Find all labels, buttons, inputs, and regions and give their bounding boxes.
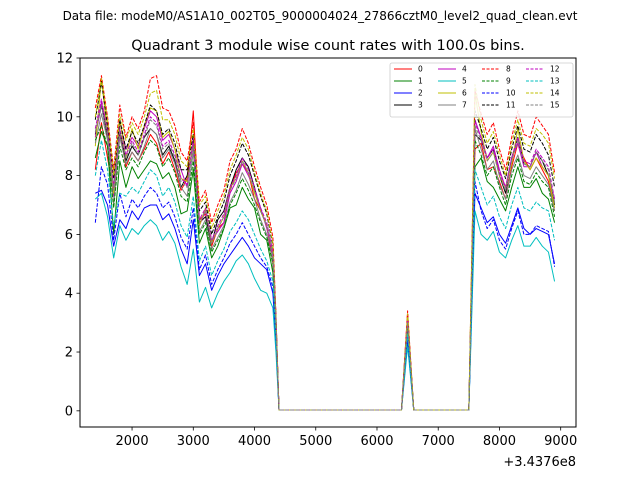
x-tick-label: 3000	[177, 434, 210, 449]
legend-label-2: 2	[418, 89, 423, 98]
y-axis: 0 2 4 6 8 10 12	[56, 52, 80, 419]
x-tick-label: 7000	[422, 434, 455, 449]
legend-label-10: 10	[506, 89, 516, 98]
legend-label-5: 5	[462, 77, 467, 86]
x-tick-label: 9000	[544, 434, 577, 449]
plot-frame	[79, 57, 577, 428]
y-tick-label: 12	[56, 52, 73, 67]
x-tick-label: 8000	[483, 434, 516, 449]
x-tick-label: 2000	[116, 434, 149, 449]
legend-label-7: 7	[462, 101, 467, 110]
y-tick-label: 8	[65, 169, 73, 184]
legend-label-12: 12	[550, 65, 560, 74]
figure-suptitle: Data file: modeM0/AS1A10_002T05_90000040…	[63, 9, 578, 23]
legend-label-6: 6	[462, 89, 467, 98]
legend-box	[389, 62, 574, 118]
y-tick-label: 4	[65, 287, 73, 302]
chart-title: Quadrant 3 module wise count rates with …	[131, 38, 525, 54]
plot-area: 2000 3000 4000 5000 6000 7000 8000 9000 0246810…	[56, 52, 577, 471]
x-offset-label: +3.4376e8	[503, 455, 576, 470]
legend-label-9: 9	[506, 77, 511, 86]
y-tick-label: 2	[65, 346, 73, 361]
legend-label-14: 14	[550, 89, 560, 98]
x-tick-label: 5000	[299, 434, 332, 449]
legend-label-4: 4	[462, 65, 467, 74]
legend-label-3: 3	[418, 101, 423, 110]
legend-label-8: 8	[506, 65, 511, 74]
legend-label-0: 0	[418, 65, 423, 74]
series-line-9	[94, 125, 556, 411]
x-axis: 2000 3000 4000 5000 6000 7000 8000 9000	[116, 427, 577, 449]
x-tick-label: 6000	[360, 434, 393, 449]
legend-label-1: 1	[418, 77, 423, 86]
y-tick-label: 6	[65, 228, 73, 243]
y-tick-label: 10	[56, 110, 73, 125]
series-line-15	[94, 104, 556, 411]
legend-label-15: 15	[550, 101, 560, 110]
legend-label-11: 11	[506, 101, 516, 110]
x-tick-label: 4000	[238, 434, 271, 449]
legend-label-13: 13	[550, 77, 560, 86]
y-tick-label: 0	[65, 404, 73, 419]
